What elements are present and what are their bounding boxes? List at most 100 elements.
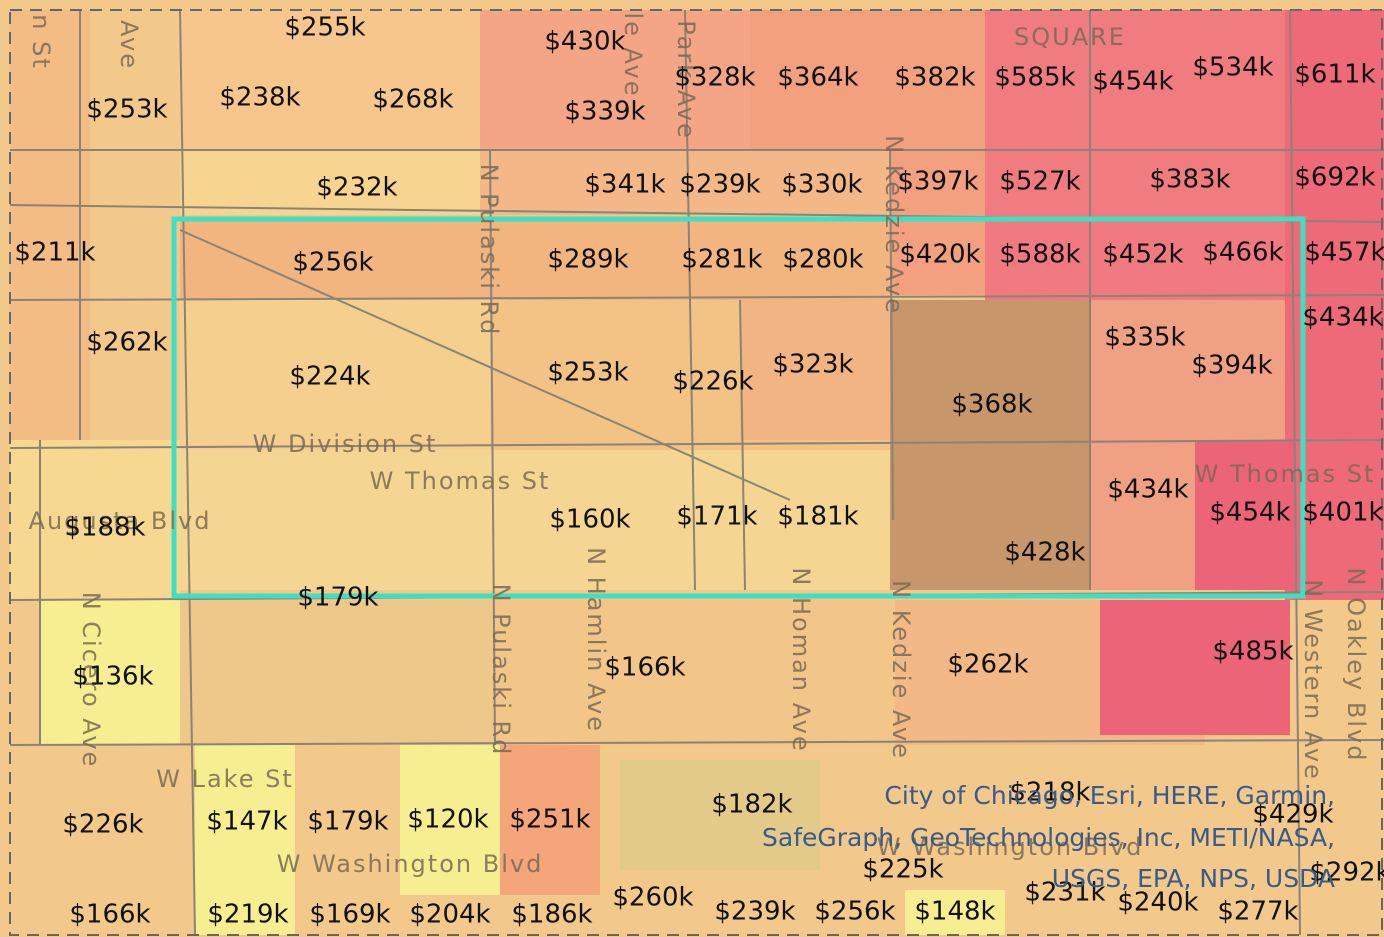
price-label: $394k <box>1191 351 1272 381</box>
price-label: $226k <box>62 810 143 840</box>
price-label: $182k <box>711 790 792 820</box>
price-label: $434k <box>1107 475 1188 505</box>
price-label: $585k <box>994 63 1075 93</box>
price-label: $383k <box>1149 165 1230 195</box>
price-label: $364k <box>777 63 858 93</box>
price-label: $485k <box>1212 637 1293 667</box>
street-label: N Oakley Blvd <box>1342 568 1370 763</box>
price-label: $260k <box>612 883 693 913</box>
price-label: $341k <box>584 170 665 200</box>
price-label: $239k <box>679 170 760 200</box>
street-label: SQUARE <box>1014 23 1126 51</box>
street-label: N Western Ave <box>1299 579 1327 781</box>
price-label: $339k <box>564 97 645 127</box>
price-label: $166k <box>69 900 150 930</box>
price-label: $231k <box>1024 878 1105 908</box>
map-frame <box>9 9 1383 936</box>
street-label: N Homan Ave <box>787 567 815 752</box>
price-label: $238k <box>219 83 300 113</box>
price-label: $256k <box>814 897 895 927</box>
price-label: $534k <box>1192 53 1273 83</box>
street-label: le Ave <box>619 12 647 97</box>
price-label: $147k <box>206 807 287 837</box>
street-label: W Lake St <box>156 765 294 793</box>
price-label: $328k <box>674 63 755 93</box>
price-label: $466k <box>1202 238 1283 268</box>
price-label: $588k <box>999 240 1080 270</box>
price-label: $527k <box>999 167 1080 197</box>
price-label: $224k <box>289 362 370 392</box>
price-label: $211k <box>14 238 95 268</box>
price-label: $253k <box>86 95 167 125</box>
price-label: $204k <box>409 900 490 930</box>
price-label: $292k <box>1309 858 1384 888</box>
price-label: $166k <box>604 653 685 683</box>
street-label: N Pulaski Rd <box>475 164 503 337</box>
street-label: W Thomas St <box>370 467 551 495</box>
price-label: $454k <box>1092 67 1173 97</box>
price-label: $186k <box>511 900 592 930</box>
price-label: $136k <box>72 662 153 692</box>
price-label: $368k <box>951 390 1032 420</box>
price-label: $280k <box>782 245 863 275</box>
street-label: n St <box>27 14 55 69</box>
price-label: $240k <box>1117 888 1198 918</box>
price-label: $218k <box>1009 778 1090 808</box>
price-label: $232k <box>316 173 397 203</box>
price-label: $179k <box>297 583 378 613</box>
street-label: N Pulaski Rd <box>487 584 515 757</box>
street-label: Ave <box>115 20 143 70</box>
price-label: $430k <box>544 27 625 57</box>
price-label: $611k <box>1294 60 1375 90</box>
price-label: $120k <box>407 805 488 835</box>
attribution: City of Chicago, Esri, HERE, Garmin, <box>884 781 1335 810</box>
attribution: SafeGraph, GeoTechnologies, Inc, METI/NA… <box>762 823 1335 852</box>
price-label: $225k <box>862 855 943 885</box>
price-label: $171k <box>676 502 757 532</box>
price-label: $420k <box>899 240 980 270</box>
price-label: $692k <box>1294 163 1375 193</box>
price-label: $382k <box>894 63 975 93</box>
price-label: $239k <box>714 897 795 927</box>
street-label: W Thomas St <box>1195 460 1376 488</box>
price-label: $457k <box>1304 238 1384 268</box>
street-label: N Kedzie Ave <box>887 580 915 760</box>
price-label: $397k <box>897 167 978 197</box>
price-label: $434k <box>1302 303 1383 333</box>
price-label: $452k <box>1102 240 1183 270</box>
street-label: W Washington Blvd <box>277 850 544 878</box>
selection-box <box>171 216 1306 599</box>
price-label: $255k <box>284 13 365 43</box>
price-label: $454k <box>1209 498 1290 528</box>
street-label: Park Ave <box>672 20 700 139</box>
street-label: Augusta Blvd <box>29 507 212 535</box>
price-label: $251k <box>509 805 590 835</box>
street-label: W Washington Blvd <box>877 833 1144 861</box>
price-label: $226k <box>672 367 753 397</box>
price-label: $289k <box>547 245 628 275</box>
price-label: $401k <box>1302 498 1383 528</box>
street-label: N Cicero Ave <box>77 592 105 769</box>
price-label: $268k <box>372 85 453 115</box>
price-label: $262k <box>947 650 1028 680</box>
price-label: $281k <box>681 245 762 275</box>
price-label: $169k <box>309 900 390 930</box>
price-label: $277k <box>1217 897 1298 927</box>
price-label: $181k <box>777 502 858 532</box>
price-label: $428k <box>1004 538 1085 568</box>
price-label: $253k <box>547 358 628 388</box>
labels: n St Ave SQUARE le Ave Park Ave N Pulaski Rd N… <box>14 12 1384 929</box>
price-label: $335k <box>1104 323 1185 353</box>
price-label: $330k <box>781 170 862 200</box>
price-label: $219k <box>207 900 288 930</box>
price-label: $262k <box>86 328 167 358</box>
attribution: USGS, EPA, NPS, USDA <box>1052 864 1335 893</box>
price-label: $323k <box>772 350 853 380</box>
street-label: W Division St <box>253 430 438 458</box>
price-label: $429k <box>1252 800 1333 830</box>
price-label: $179k <box>307 807 388 837</box>
price-label: $148k <box>914 897 995 927</box>
